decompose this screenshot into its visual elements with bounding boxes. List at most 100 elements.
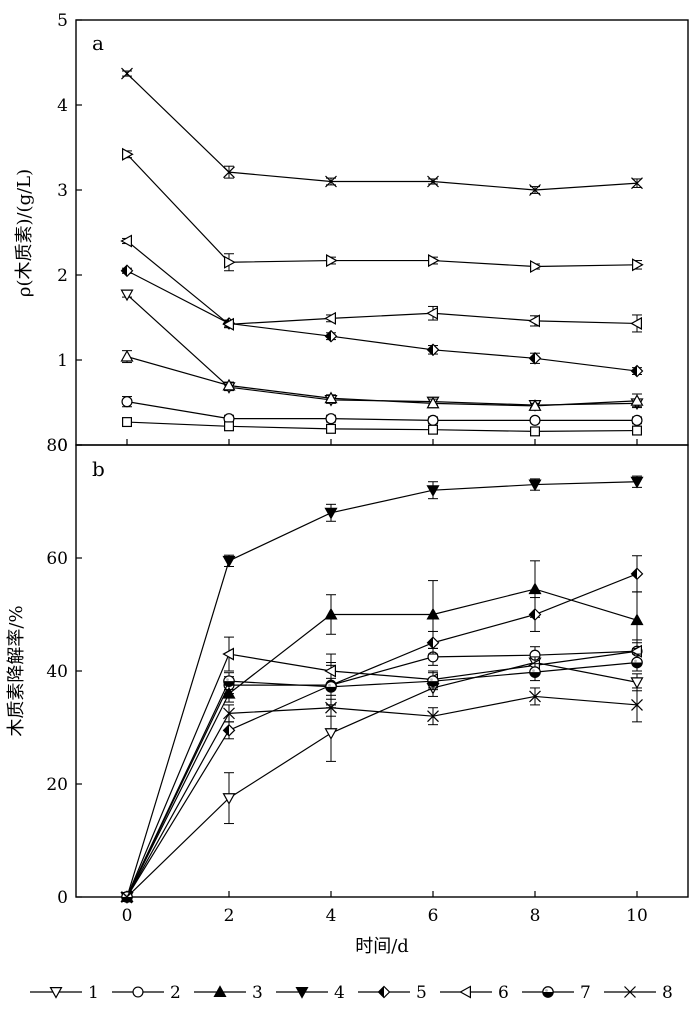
x-tick-label: 4 [326, 906, 337, 926]
legend-marker [459, 985, 471, 999]
data-point [528, 608, 542, 621]
series-2 [121, 396, 643, 426]
data-point [222, 317, 234, 331]
data-point [324, 391, 338, 404]
legend-item-6: 6 [440, 983, 509, 1003]
legend-item-1: 1 [30, 983, 99, 1003]
series-3 [120, 349, 644, 411]
series-line [126, 695, 638, 898]
x-tick-label: 10 [626, 906, 648, 926]
data-point [631, 414, 643, 426]
panel-b-label: b [92, 457, 105, 481]
data-point [426, 343, 440, 357]
series-7 [121, 147, 644, 274]
data-point [121, 891, 133, 903]
data-point [529, 259, 542, 274]
series-3 [120, 560, 644, 903]
data-point [223, 707, 235, 720]
data-point [528, 582, 542, 595]
data-point [121, 417, 132, 428]
data-point [529, 690, 541, 703]
y-tick-label: 2 [57, 266, 68, 286]
data-point [630, 567, 644, 581]
data-point [426, 396, 440, 409]
legend-item-5: 5 [358, 983, 427, 1003]
panel-a-plot: 0 1 2 3 4 5 [57, 11, 644, 456]
data-point [121, 396, 133, 408]
legend: 1 2 3 4 5 6 7 8 [30, 983, 673, 1003]
data-point [222, 686, 236, 699]
legend-marker [132, 986, 144, 998]
series-4 [121, 417, 642, 437]
data-point [630, 364, 644, 378]
data-point [528, 399, 542, 411]
data-point [631, 698, 643, 711]
data-point [324, 728, 338, 740]
data-point [630, 476, 644, 489]
y-tick-label: 0 [57, 888, 68, 908]
data-point [529, 184, 541, 196]
legend-marker [295, 986, 309, 999]
legend-label: 5 [416, 983, 427, 1003]
series-6 [120, 636, 643, 904]
series-5 [120, 555, 644, 904]
data-point [426, 306, 438, 320]
data-point [121, 67, 133, 80]
data-point [631, 258, 644, 272]
panel-a-ylabel: ρ(木质素)/(g/L) [14, 169, 35, 297]
data-point [427, 675, 439, 687]
legend-item-3: 3 [194, 983, 263, 1003]
data-point [427, 710, 439, 723]
data-point [324, 311, 336, 325]
legend-label: 3 [252, 983, 263, 1003]
series-8 [121, 67, 643, 196]
data-point [120, 264, 134, 278]
panel-b-ylabel: 木质素降解率/% [6, 605, 27, 736]
series-line [126, 240, 638, 325]
data-point [630, 613, 644, 626]
series-line [126, 73, 638, 191]
data-point [222, 793, 236, 805]
data-point [120, 234, 132, 248]
y-tick-label: 3 [57, 181, 68, 201]
legend-marker [542, 986, 554, 998]
x-tick-label: 2 [224, 906, 235, 926]
series-6 [120, 234, 643, 333]
data-point [326, 423, 337, 434]
series-line [126, 588, 638, 898]
data-point [324, 607, 338, 620]
legend-marker [49, 986, 63, 999]
data-point [223, 166, 235, 179]
series-line [126, 573, 638, 898]
data-point [630, 394, 644, 406]
series-line [126, 401, 637, 421]
y-tick-label: 80 [46, 436, 68, 456]
panel-b-xlabel: 时间/d [355, 936, 409, 957]
data-point [224, 255, 236, 269]
panel-a-label: a [92, 31, 104, 55]
data-point [529, 666, 541, 678]
data-point [631, 425, 642, 436]
data-point [630, 677, 644, 690]
data-point [325, 680, 337, 693]
series-line [126, 356, 638, 407]
data-point [528, 351, 542, 365]
series-line [126, 153, 638, 268]
data-point [224, 421, 235, 432]
y-tick-label: 60 [46, 549, 68, 569]
data-point [222, 555, 236, 568]
data-point [529, 426, 540, 437]
series-line [126, 294, 638, 406]
series-line [126, 270, 638, 372]
data-point [120, 349, 134, 362]
data-point [631, 177, 643, 190]
series-8 [121, 687, 643, 903]
data-point [428, 254, 440, 268]
y-tick-label: 20 [46, 775, 68, 795]
legend-marker [377, 985, 391, 999]
data-point [324, 507, 338, 520]
x-tick-label: 8 [530, 906, 541, 926]
series-4 [120, 475, 644, 904]
legend-item-7: 7 [522, 983, 591, 1003]
